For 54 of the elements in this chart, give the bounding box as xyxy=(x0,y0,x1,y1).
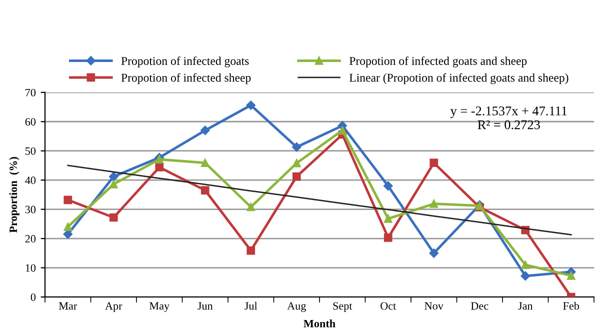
point xyxy=(155,163,164,172)
y-tick-label: 30 xyxy=(25,206,36,214)
point xyxy=(292,172,301,181)
legend-label: Propotion of infected goats and sheep xyxy=(349,56,527,68)
point xyxy=(200,186,210,194)
legend-label: Linear (Propotion of infected goats and sheep) xyxy=(349,73,568,84)
point xyxy=(292,142,302,152)
point xyxy=(384,214,392,223)
point xyxy=(384,181,393,191)
x-tick-label: Feb xyxy=(563,302,580,310)
x-tick-label: Nov xyxy=(424,302,444,310)
y-axis-title: Proportion (%) xyxy=(9,157,20,233)
annotation: y = -2.1537x + 47.111 R² = 0.2723 xyxy=(450,106,567,130)
x-tick-label: Aug xyxy=(287,302,306,312)
point xyxy=(64,222,72,232)
point xyxy=(430,200,438,208)
x-tick-label: Apr xyxy=(105,302,122,312)
x-tick-label: Mar xyxy=(58,302,78,310)
line-series xyxy=(67,164,572,236)
y-tick-label: 40 xyxy=(25,176,36,184)
y-tick-label: 70 xyxy=(26,88,36,96)
point xyxy=(521,260,530,270)
point xyxy=(109,180,118,188)
point xyxy=(200,126,210,136)
x-tick-label: Jun xyxy=(198,302,213,310)
point xyxy=(429,248,438,258)
x-axis-title: Month xyxy=(304,320,336,328)
y-tick-label: 60 xyxy=(25,118,36,126)
x-tick-label: Oct xyxy=(380,302,396,310)
x-tick-label: Sept xyxy=(333,302,352,312)
point xyxy=(109,213,118,222)
point xyxy=(338,126,347,135)
x-tick-label: Jan xyxy=(518,302,533,310)
point xyxy=(520,271,530,281)
point xyxy=(430,158,438,168)
y-tick-label: 50 xyxy=(26,147,36,155)
y-tick-label: 10 xyxy=(26,264,36,272)
point xyxy=(200,158,210,168)
point xyxy=(566,271,576,280)
x-tick-label: Jul xyxy=(244,302,258,310)
point xyxy=(246,202,256,212)
x-tick-label: Dec xyxy=(471,302,488,310)
y-tick-label: 0 xyxy=(30,293,36,301)
point xyxy=(246,100,256,110)
point xyxy=(246,246,256,255)
point xyxy=(109,172,118,182)
legend-label: Propotion of infected goats xyxy=(121,56,249,68)
x-tick-label: May xyxy=(150,302,170,312)
point xyxy=(384,234,392,242)
legend-label: Propotion of infected sheep xyxy=(121,73,251,84)
point xyxy=(155,155,164,164)
point xyxy=(292,158,301,168)
point xyxy=(64,196,72,204)
y-tick-label: 20 xyxy=(25,235,36,243)
